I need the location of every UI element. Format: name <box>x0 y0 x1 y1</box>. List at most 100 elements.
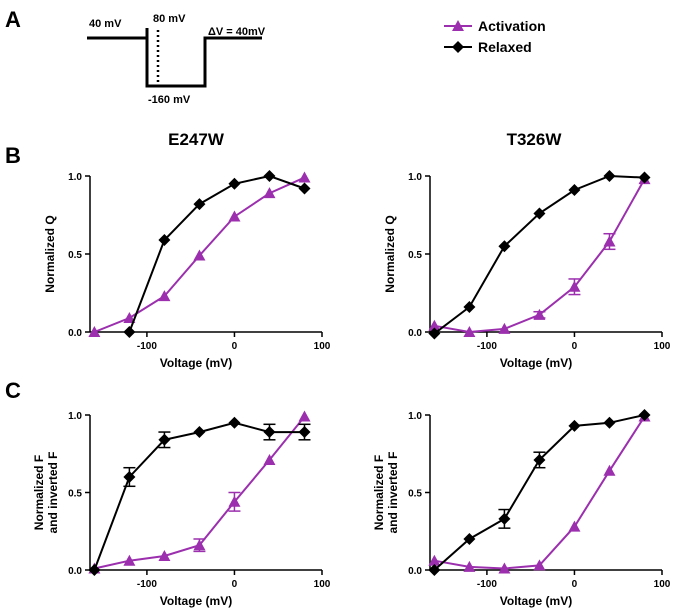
relaxed-point <box>638 171 651 184</box>
y-tick-label: 1.0 <box>68 411 82 422</box>
relaxed-point <box>498 512 511 525</box>
x-tick-label: 0 <box>232 579 238 590</box>
relaxed-point <box>603 416 616 429</box>
panel-label-a: A <box>5 7 21 32</box>
panel-label-b: B <box>5 143 21 168</box>
voltage-protocol-diagram: 40 mV 80 mV -160 mV ΔV = 40mV <box>87 13 266 106</box>
relaxed-point <box>428 327 441 340</box>
activation-point <box>158 290 171 302</box>
activation-point <box>498 322 511 334</box>
chart-b-t326w: -100 0 100 0.0 0.5 1.0 Voltage (mV) Normalized … <box>383 170 671 370</box>
relaxed-point <box>498 240 511 253</box>
y-axis-label: Normalized Q <box>43 215 57 292</box>
y-tick-label: 0.0 <box>68 328 82 339</box>
relaxed-point <box>533 453 546 466</box>
x-tick-label: 0 <box>572 341 578 352</box>
x-tick-label: 100 <box>314 579 331 590</box>
activation-point <box>158 550 171 562</box>
relaxed-point <box>638 409 651 421</box>
activation-point <box>463 560 476 572</box>
activation-point <box>498 562 511 574</box>
relaxed-point <box>263 170 276 182</box>
relaxed-point <box>533 207 546 220</box>
relaxed-point <box>228 177 241 190</box>
x-tick-label: 100 <box>654 341 671 352</box>
y-tick-label: 1.0 <box>68 172 82 183</box>
x-tick-label: -100 <box>137 579 157 590</box>
y-axis-label: Normalized Q <box>383 215 397 292</box>
activation-point <box>568 280 581 292</box>
legend-activation-label: Activation <box>478 18 546 34</box>
activation-point <box>568 520 581 532</box>
y-axis-label: and inverted F <box>46 451 60 533</box>
column-title-e247w: E247W <box>168 130 225 149</box>
relaxed-point <box>263 426 276 439</box>
x-axis-label: Voltage (mV) <box>160 356 232 370</box>
x-axis-label: Voltage (mV) <box>500 594 572 608</box>
protocol-step-label: 80 mV <box>153 13 186 25</box>
y-axis-label: Normalized F <box>372 455 386 530</box>
relaxed-point <box>463 301 476 314</box>
relaxed-point <box>228 416 241 429</box>
activation-point <box>123 554 136 566</box>
relaxed-point <box>88 564 101 576</box>
x-tick-label: 0 <box>572 579 578 590</box>
activation-point <box>603 464 616 476</box>
relaxed-point <box>463 533 476 545</box>
activation-point <box>123 311 136 323</box>
legend-activation-marker <box>452 20 464 31</box>
activation-point <box>263 187 276 199</box>
protocol-delta-label: ΔV = 40mV <box>208 26 266 38</box>
y-tick-label: 0.0 <box>68 566 82 577</box>
chart-c-left: -100 0 100 0.0 0.5 1.0 Voltage (mV) Normalized … <box>32 410 331 608</box>
x-tick-label: -100 <box>477 341 497 352</box>
activation-point <box>228 495 241 507</box>
y-tick-label: 0.5 <box>68 250 82 261</box>
y-tick-label: 0.0 <box>408 566 422 577</box>
activation-point <box>463 326 476 337</box>
activation-point <box>603 235 616 247</box>
activation-point <box>193 249 206 261</box>
series-line-relaxed <box>128 174 305 333</box>
y-tick-label: 0.5 <box>68 489 82 500</box>
protocol-low-label: -160 mV <box>148 94 191 106</box>
x-tick-label: -100 <box>137 341 157 352</box>
relaxed-point <box>568 184 581 197</box>
activation-point <box>428 319 441 331</box>
relaxed-point <box>123 471 136 483</box>
activation-point <box>263 453 276 465</box>
activation-point <box>298 171 311 183</box>
x-tick-label: 100 <box>654 579 671 590</box>
series-line-relaxed <box>433 414 645 571</box>
relaxed-point <box>193 426 206 439</box>
activation-point <box>533 559 546 571</box>
protocol-trace <box>87 36 262 88</box>
relaxed-point <box>158 233 171 246</box>
x-tick-label: -100 <box>477 579 497 590</box>
relaxed-point <box>193 198 206 211</box>
activation-point <box>298 410 311 422</box>
chart-c-right: -100 0 100 0.0 0.5 1.0 Voltage (mV) Normalized … <box>372 409 671 608</box>
activation-point <box>533 308 546 320</box>
x-tick-label: 100 <box>314 341 331 352</box>
legend-relaxed-marker <box>452 41 464 53</box>
panel-label-c: C <box>5 378 21 403</box>
activation-point <box>228 210 241 222</box>
activation-point <box>428 554 441 566</box>
x-tick-label: 0 <box>232 341 238 352</box>
relaxed-point <box>123 326 136 338</box>
chart-b-e247w: -100 0 100 0.0 0.5 1.0 Voltage (mV) Normalized … <box>43 170 331 370</box>
y-tick-label: 1.0 <box>408 172 422 183</box>
column-title-t326w: T326W <box>507 130 563 149</box>
relaxed-point <box>603 170 616 182</box>
x-axis-label: Voltage (mV) <box>160 594 232 608</box>
relaxed-point <box>158 433 171 446</box>
legend-relaxed-label: Relaxed <box>478 39 532 55</box>
y-tick-label: 0.5 <box>408 489 422 500</box>
y-tick-label: 1.0 <box>408 411 422 422</box>
y-tick-label: 0.0 <box>408 328 422 339</box>
activation-point <box>88 326 101 337</box>
relaxed-point <box>568 419 581 432</box>
y-axis-label: Normalized F <box>32 455 46 530</box>
